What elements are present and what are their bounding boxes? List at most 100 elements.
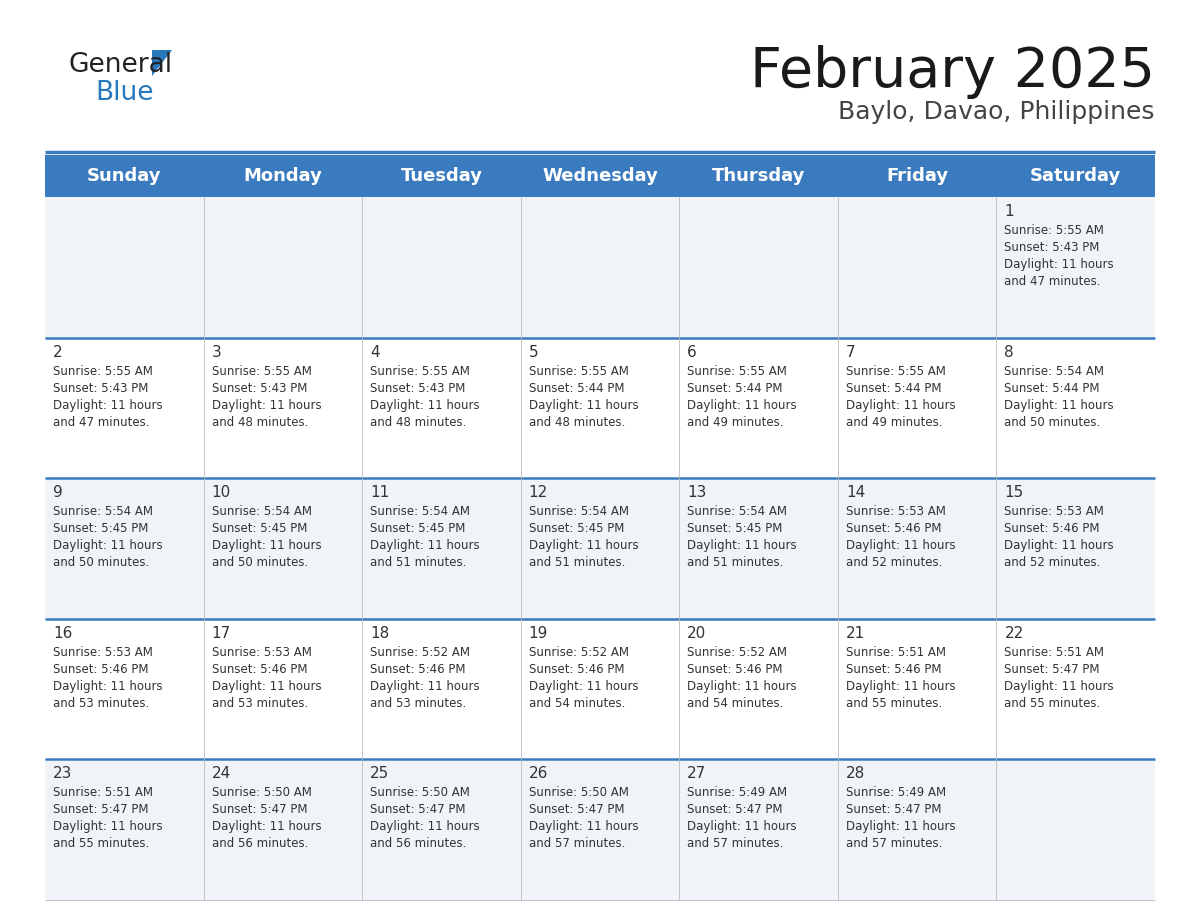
Text: Sunset: 5:46 PM: Sunset: 5:46 PM xyxy=(371,663,466,676)
Text: Sunset: 5:46 PM: Sunset: 5:46 PM xyxy=(211,663,307,676)
Text: Daylight: 11 hours: Daylight: 11 hours xyxy=(371,680,480,693)
Text: and 56 minutes.: and 56 minutes. xyxy=(211,837,308,850)
Text: and 53 minutes.: and 53 minutes. xyxy=(211,697,308,710)
Text: 24: 24 xyxy=(211,767,230,781)
Text: Daylight: 11 hours: Daylight: 11 hours xyxy=(529,821,638,834)
Text: Daylight: 11 hours: Daylight: 11 hours xyxy=(846,539,955,553)
Text: Daylight: 11 hours: Daylight: 11 hours xyxy=(53,539,163,553)
Text: Daylight: 11 hours: Daylight: 11 hours xyxy=(53,821,163,834)
Text: Sunrise: 5:53 AM: Sunrise: 5:53 AM xyxy=(1004,505,1105,518)
Text: Sunrise: 5:55 AM: Sunrise: 5:55 AM xyxy=(211,364,311,377)
Text: 28: 28 xyxy=(846,767,865,781)
Text: Sunrise: 5:49 AM: Sunrise: 5:49 AM xyxy=(688,787,788,800)
Text: Wednesday: Wednesday xyxy=(542,167,658,185)
Text: Sunrise: 5:55 AM: Sunrise: 5:55 AM xyxy=(1004,224,1105,237)
Text: Daylight: 11 hours: Daylight: 11 hours xyxy=(529,398,638,411)
Text: and 54 minutes.: and 54 minutes. xyxy=(688,697,784,710)
Text: 23: 23 xyxy=(53,767,72,781)
Text: and 55 minutes.: and 55 minutes. xyxy=(1004,697,1100,710)
Text: 25: 25 xyxy=(371,767,390,781)
Text: and 55 minutes.: and 55 minutes. xyxy=(53,837,150,850)
Text: Daylight: 11 hours: Daylight: 11 hours xyxy=(688,680,797,693)
Text: Sunrise: 5:52 AM: Sunrise: 5:52 AM xyxy=(529,645,628,659)
Bar xyxy=(45,155,1155,197)
Text: and 50 minutes.: and 50 minutes. xyxy=(211,556,308,569)
Text: and 53 minutes.: and 53 minutes. xyxy=(53,697,150,710)
Text: Sunset: 5:45 PM: Sunset: 5:45 PM xyxy=(371,522,466,535)
Text: Sunrise: 5:54 AM: Sunrise: 5:54 AM xyxy=(211,505,311,518)
Text: Sunset: 5:46 PM: Sunset: 5:46 PM xyxy=(846,522,941,535)
Text: and 49 minutes.: and 49 minutes. xyxy=(688,416,784,429)
Text: Sunset: 5:45 PM: Sunset: 5:45 PM xyxy=(529,522,624,535)
Text: 4: 4 xyxy=(371,344,380,360)
Text: 11: 11 xyxy=(371,486,390,500)
Text: Daylight: 11 hours: Daylight: 11 hours xyxy=(211,821,321,834)
Text: Sunrise: 5:55 AM: Sunrise: 5:55 AM xyxy=(529,364,628,377)
Text: Daylight: 11 hours: Daylight: 11 hours xyxy=(529,680,638,693)
Text: Daylight: 11 hours: Daylight: 11 hours xyxy=(211,398,321,411)
Text: Daylight: 11 hours: Daylight: 11 hours xyxy=(529,539,638,553)
Text: and 57 minutes.: and 57 minutes. xyxy=(846,837,942,850)
Text: and 47 minutes.: and 47 minutes. xyxy=(53,416,150,429)
Text: Sunrise: 5:51 AM: Sunrise: 5:51 AM xyxy=(53,787,153,800)
Text: 1: 1 xyxy=(1004,204,1015,219)
Text: Sunset: 5:43 PM: Sunset: 5:43 PM xyxy=(371,382,466,395)
Text: Sunrise: 5:54 AM: Sunrise: 5:54 AM xyxy=(1004,364,1105,377)
Text: and 54 minutes.: and 54 minutes. xyxy=(529,697,625,710)
Text: Sunset: 5:44 PM: Sunset: 5:44 PM xyxy=(1004,382,1100,395)
Text: 16: 16 xyxy=(53,626,72,641)
Text: Sunset: 5:47 PM: Sunset: 5:47 PM xyxy=(1004,663,1100,676)
Text: Monday: Monday xyxy=(244,167,322,185)
Text: and 56 minutes.: and 56 minutes. xyxy=(371,837,467,850)
Text: and 49 minutes.: and 49 minutes. xyxy=(846,416,942,429)
Text: Daylight: 11 hours: Daylight: 11 hours xyxy=(1004,680,1114,693)
Text: and 50 minutes.: and 50 minutes. xyxy=(53,556,150,569)
Text: Sunset: 5:45 PM: Sunset: 5:45 PM xyxy=(688,522,783,535)
Text: 14: 14 xyxy=(846,486,865,500)
Text: 26: 26 xyxy=(529,767,548,781)
Text: Sunrise: 5:54 AM: Sunrise: 5:54 AM xyxy=(53,505,153,518)
Text: 20: 20 xyxy=(688,626,707,641)
Text: Sunset: 5:43 PM: Sunset: 5:43 PM xyxy=(53,382,148,395)
Text: and 50 minutes.: and 50 minutes. xyxy=(1004,416,1100,429)
Text: Sunrise: 5:52 AM: Sunrise: 5:52 AM xyxy=(371,645,470,659)
Text: Daylight: 11 hours: Daylight: 11 hours xyxy=(688,398,797,411)
Text: Baylo, Davao, Philippines: Baylo, Davao, Philippines xyxy=(839,100,1155,124)
Bar xyxy=(45,759,1155,900)
Text: Sunrise: 5:54 AM: Sunrise: 5:54 AM xyxy=(688,505,788,518)
Text: Daylight: 11 hours: Daylight: 11 hours xyxy=(371,821,480,834)
Text: 27: 27 xyxy=(688,767,707,781)
Text: and 55 minutes.: and 55 minutes. xyxy=(846,697,942,710)
Text: Sunset: 5:47 PM: Sunset: 5:47 PM xyxy=(688,803,783,816)
Text: Thursday: Thursday xyxy=(712,167,805,185)
Text: Daylight: 11 hours: Daylight: 11 hours xyxy=(211,539,321,553)
Text: 12: 12 xyxy=(529,486,548,500)
Text: and 57 minutes.: and 57 minutes. xyxy=(688,837,784,850)
Text: Daylight: 11 hours: Daylight: 11 hours xyxy=(846,821,955,834)
Text: Sunset: 5:47 PM: Sunset: 5:47 PM xyxy=(529,803,624,816)
Text: 5: 5 xyxy=(529,344,538,360)
Text: Sunset: 5:45 PM: Sunset: 5:45 PM xyxy=(211,522,307,535)
Polygon shape xyxy=(152,50,172,76)
Text: Sunrise: 5:53 AM: Sunrise: 5:53 AM xyxy=(53,645,153,659)
Text: Daylight: 11 hours: Daylight: 11 hours xyxy=(371,398,480,411)
Bar xyxy=(45,338,1155,478)
Text: Sunset: 5:47 PM: Sunset: 5:47 PM xyxy=(53,803,148,816)
Text: and 51 minutes.: and 51 minutes. xyxy=(371,556,467,569)
Text: Sunrise: 5:54 AM: Sunrise: 5:54 AM xyxy=(529,505,628,518)
Text: Sunset: 5:46 PM: Sunset: 5:46 PM xyxy=(529,663,624,676)
Text: Daylight: 11 hours: Daylight: 11 hours xyxy=(846,680,955,693)
Text: Daylight: 11 hours: Daylight: 11 hours xyxy=(1004,398,1114,411)
Text: 9: 9 xyxy=(53,486,63,500)
Text: Tuesday: Tuesday xyxy=(400,167,482,185)
Text: Sunset: 5:43 PM: Sunset: 5:43 PM xyxy=(211,382,307,395)
Text: 10: 10 xyxy=(211,486,230,500)
Text: and 48 minutes.: and 48 minutes. xyxy=(529,416,625,429)
Text: and 47 minutes.: and 47 minutes. xyxy=(1004,275,1101,288)
Text: Sunrise: 5:55 AM: Sunrise: 5:55 AM xyxy=(53,364,153,377)
Text: Daylight: 11 hours: Daylight: 11 hours xyxy=(53,680,163,693)
Text: Sunset: 5:46 PM: Sunset: 5:46 PM xyxy=(688,663,783,676)
Text: and 52 minutes.: and 52 minutes. xyxy=(846,556,942,569)
Text: Sunset: 5:44 PM: Sunset: 5:44 PM xyxy=(529,382,624,395)
Text: General: General xyxy=(68,52,172,78)
